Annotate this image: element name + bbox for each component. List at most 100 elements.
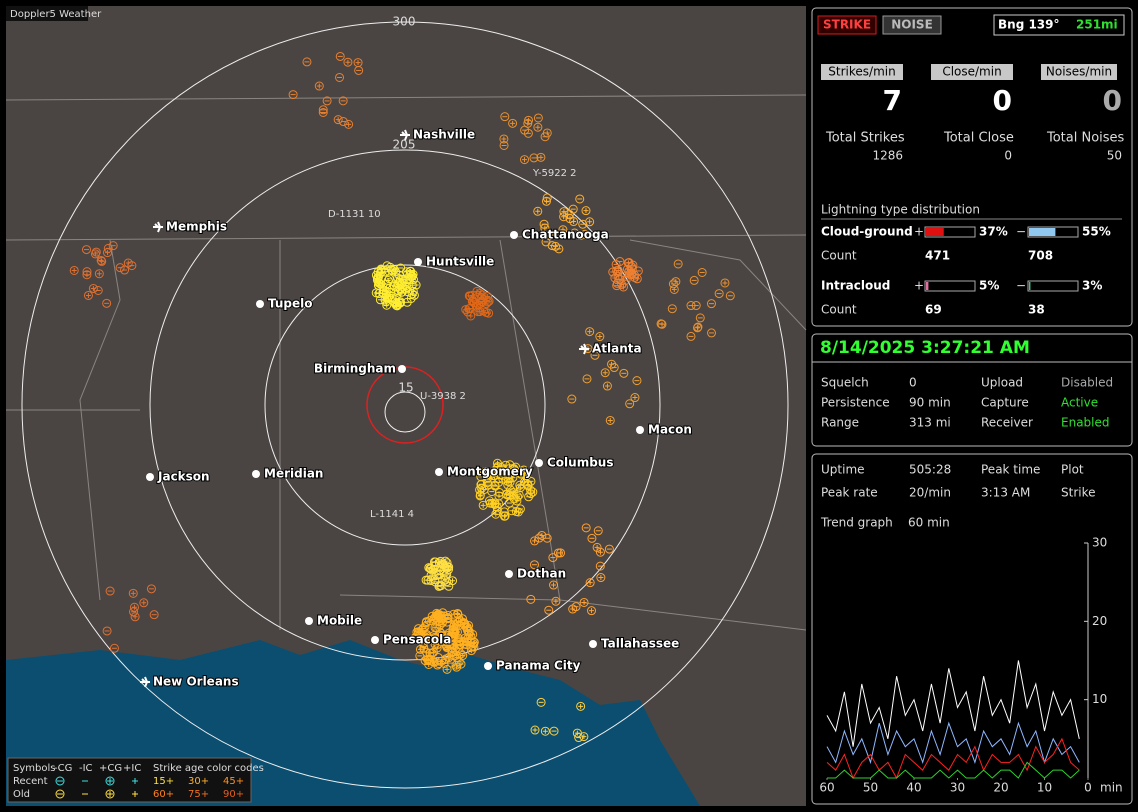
noise-tab[interactable] — [882, 15, 942, 35]
strike — [504, 498, 514, 508]
strike — [540, 223, 550, 233]
range-label: 205 — [393, 138, 416, 152]
strike — [425, 563, 435, 573]
strike-sign — [528, 491, 534, 497]
strike — [607, 359, 617, 369]
strike-sign — [514, 498, 520, 504]
strike — [595, 547, 605, 557]
strike — [503, 480, 513, 490]
strike — [542, 533, 552, 543]
strike — [434, 611, 444, 621]
strike — [69, 265, 79, 275]
airport-icon — [140, 676, 150, 688]
strike — [624, 258, 634, 268]
strike — [617, 279, 627, 289]
type-label: Cloud-ground — [821, 225, 913, 239]
strike — [102, 626, 112, 636]
strike-sign — [510, 466, 516, 472]
strike-sign — [659, 321, 665, 327]
strike-sign — [434, 645, 440, 651]
strike-sign — [582, 231, 588, 237]
strike — [410, 633, 420, 643]
strike — [516, 468, 526, 478]
strike-sign — [539, 532, 545, 538]
strike — [432, 608, 442, 618]
strike — [397, 287, 407, 297]
strike-sign — [526, 117, 532, 123]
strike — [105, 586, 115, 596]
strike — [443, 614, 453, 624]
strike-sign — [602, 370, 608, 376]
strike — [288, 90, 298, 100]
strike — [473, 307, 483, 317]
city-label: Montgomery — [447, 465, 533, 479]
strike — [689, 275, 699, 285]
strike — [542, 193, 552, 203]
strike — [524, 115, 534, 125]
strike-sign — [543, 198, 549, 204]
strikes — [69, 51, 735, 743]
pct-bar — [926, 228, 944, 236]
legend-text: 15+ — [153, 776, 174, 787]
y-tick-label: 20 — [1092, 614, 1107, 628]
strike-sign — [587, 580, 593, 586]
strike — [382, 291, 392, 301]
strike — [407, 289, 417, 299]
strike — [464, 291, 474, 301]
distance: 251mi — [1076, 18, 1118, 32]
strike — [526, 489, 536, 499]
city-label: Birmingham — [314, 362, 396, 376]
strike — [559, 207, 569, 217]
range-label: 15 — [398, 381, 413, 395]
pct-track — [1027, 280, 1079, 292]
strike-tab[interactable] — [817, 15, 877, 35]
strike-sign — [345, 59, 351, 65]
setting: Upload — [981, 376, 1023, 390]
strike-sign — [477, 290, 483, 296]
strike — [81, 245, 91, 255]
storm-label: L-1141 4 — [370, 509, 414, 520]
strike — [549, 726, 559, 736]
strike-sign — [561, 214, 567, 220]
strike-sign — [589, 608, 595, 614]
strike — [585, 578, 595, 588]
strike-sign — [587, 219, 593, 225]
cities: Nashville Memphis Chattanooga Huntsville Tup… — [140, 127, 693, 690]
strike — [560, 230, 570, 240]
legend-text: -CG — [54, 763, 72, 774]
strike — [396, 280, 406, 290]
y-tick-label: 30 — [1092, 536, 1107, 550]
legend-text: 30+ — [188, 776, 209, 787]
strike — [669, 284, 679, 294]
strike — [442, 664, 452, 674]
strike-sign — [501, 136, 507, 142]
strike-sign — [455, 610, 461, 616]
trend-label: Trend graph — [820, 516, 893, 530]
trend-line — [827, 761, 1080, 779]
strike — [91, 247, 101, 257]
strike-sign — [125, 260, 131, 266]
strike — [442, 562, 452, 572]
strike-sign — [558, 550, 564, 556]
strike — [431, 557, 441, 567]
strike — [567, 394, 577, 404]
strike-sign — [96, 271, 102, 277]
strike — [529, 560, 539, 570]
rate-button[interactable] — [821, 64, 903, 80]
strike — [568, 204, 578, 214]
rate-button[interactable] — [931, 64, 1013, 80]
strike — [505, 477, 515, 487]
x-tick-label: 50 — [863, 781, 878, 795]
strike — [318, 107, 328, 117]
strike — [448, 647, 458, 657]
strike — [88, 283, 98, 293]
stats: Uptime 505:28 Peak time Plot Peak rate 20/min… — [821, 463, 1096, 500]
strike — [542, 128, 552, 138]
strike — [505, 460, 515, 470]
strike-sign — [598, 575, 604, 581]
strike — [463, 307, 473, 317]
strike — [448, 576, 458, 586]
strike — [353, 58, 363, 68]
strike — [434, 569, 444, 579]
rate-button[interactable] — [1041, 64, 1117, 80]
